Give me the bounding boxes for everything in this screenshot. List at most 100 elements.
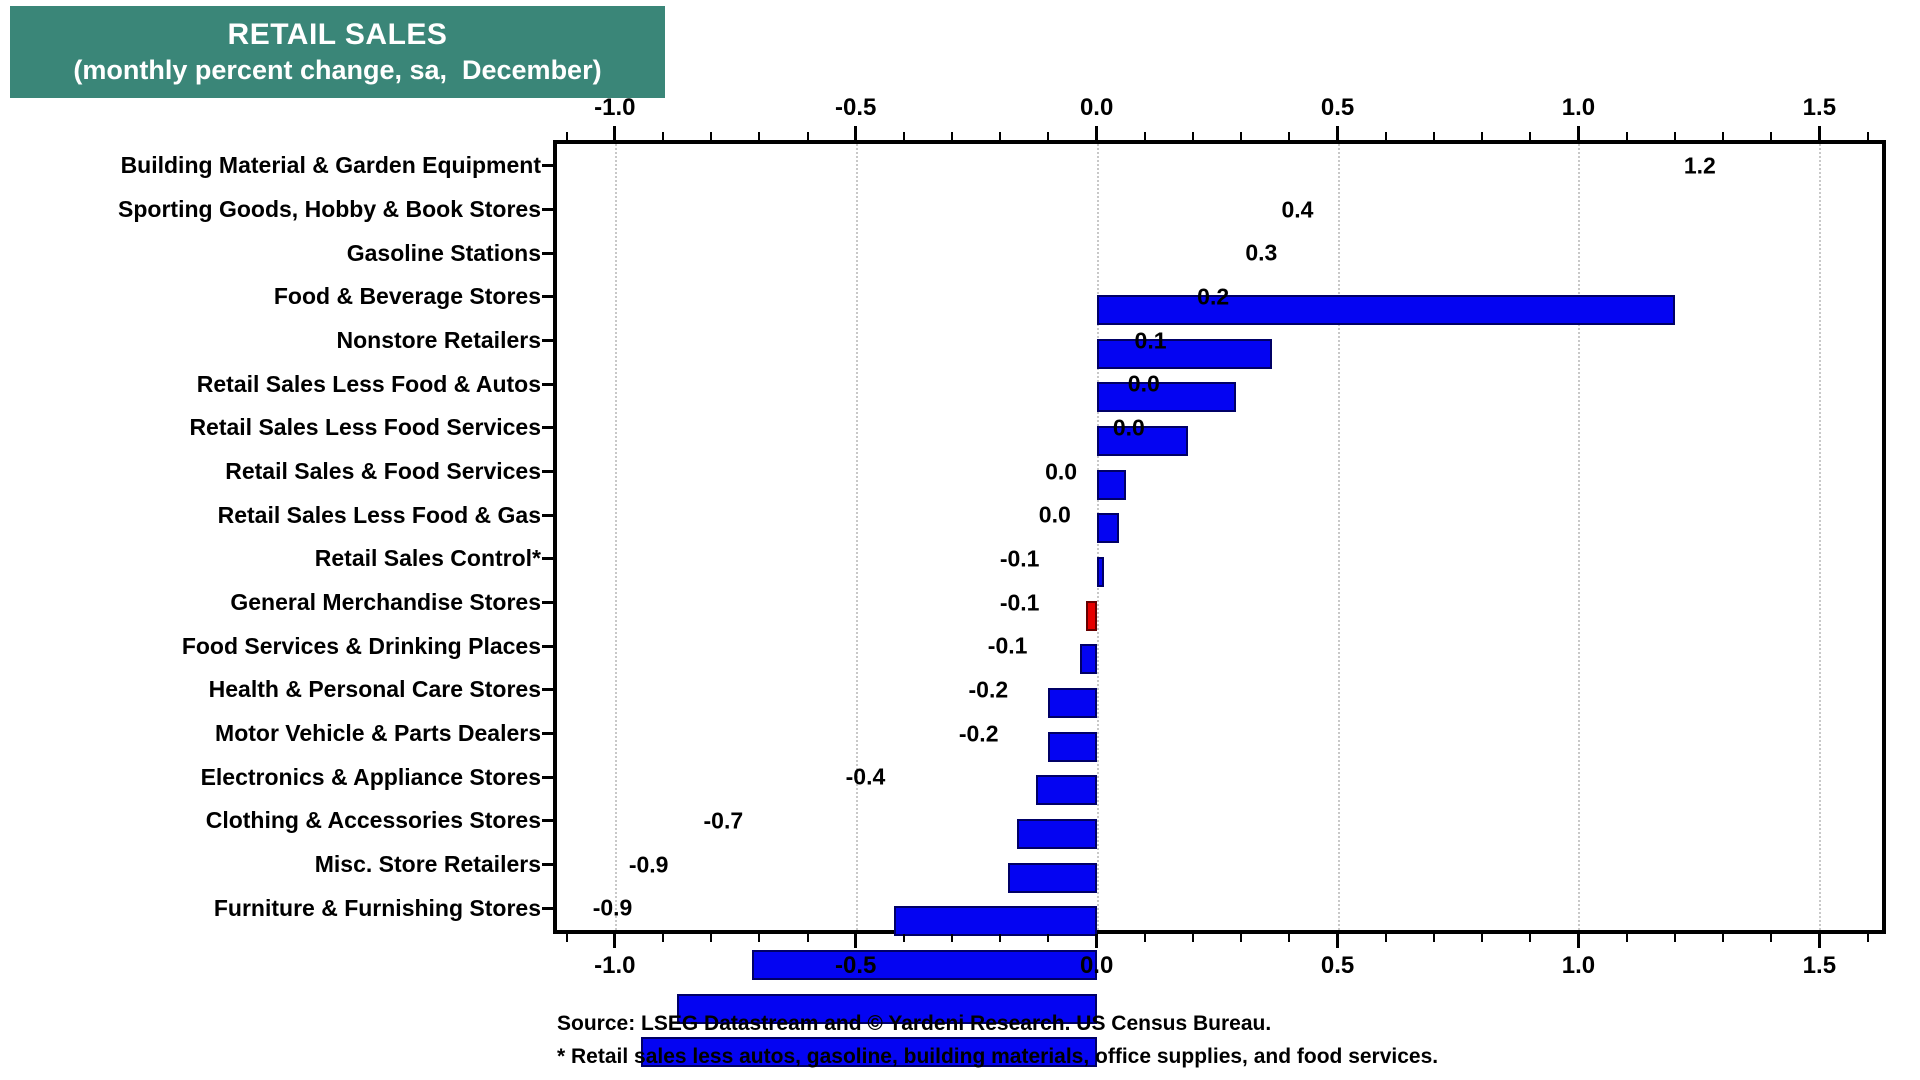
axis-tick-label: -1.0 (594, 94, 636, 121)
axis-minor-tick (806, 934, 809, 942)
category-label: Building Material & Garden Equipment (120, 152, 541, 179)
axis-major-tick (854, 934, 858, 948)
axis-minor-tick (565, 132, 568, 140)
category-tick (542, 426, 553, 430)
axis-minor-tick (1240, 132, 1243, 140)
category-label: Retail Sales Control* (314, 545, 541, 572)
bar (752, 949, 1097, 980)
axis-major-tick (1576, 934, 1580, 948)
category-tick (542, 644, 553, 648)
plot-area: 1.2 0.4 0.3 0.2 0.1 0.0 0.0 0.0 0.0 -0.1 -0.1 -0.1 -… (553, 140, 1886, 1068)
grid-line (614, 144, 617, 930)
axis-minor-tick (999, 934, 1002, 942)
axis-minor-tick (1143, 132, 1146, 140)
value-label: 0.0 (1038, 501, 1071, 528)
axis-major-tick (1095, 126, 1099, 140)
category-label: Retail Sales Less Food & Gas (217, 501, 541, 528)
bar (1096, 382, 1237, 413)
value-label: -0.1 (987, 632, 1028, 659)
value-label: -0.2 (968, 676, 1009, 703)
category-tick (542, 513, 553, 517)
axis-minor-tick (1722, 132, 1724, 140)
axis-minor-tick (710, 132, 713, 140)
axis-minor-tick (662, 934, 664, 942)
category-tick (542, 251, 553, 255)
category-label: Misc. Store Retailers (314, 850, 541, 877)
bar (1096, 425, 1189, 456)
category-label: Nonstore Retailers (336, 326, 541, 353)
chart-title: RETAIL SALES (227, 18, 448, 52)
axis-major-tick (854, 126, 858, 140)
bar (1048, 687, 1097, 718)
bar (1036, 775, 1097, 806)
category-tick (542, 863, 553, 866)
category-label: Gasoline Stations (346, 239, 541, 266)
axis-major-tick (1336, 126, 1340, 140)
category-tick (542, 164, 553, 168)
value-label: 0.0 (1045, 458, 1078, 484)
axis-minor-tick (1673, 934, 1676, 942)
bar (1096, 513, 1119, 544)
axis-minor-tick (1384, 934, 1387, 942)
axis-tick-label: 1.0 (1561, 952, 1596, 979)
axis-minor-tick (1866, 132, 1869, 140)
chart-title-box: RETAIL SALES (monthly percent change, sa… (10, 6, 665, 98)
category-label: General Merchandise Stores (230, 588, 541, 615)
source-line-2: * Retail sales less autos, gasoline, bui… (557, 1044, 1439, 1068)
value-label: -0.1 (999, 589, 1040, 615)
axis-tick-label: 1.0 (1561, 94, 1596, 121)
category-label: Food Services & Drinking Places (181, 632, 541, 659)
axis-major-tick (613, 934, 617, 948)
axis-minor-tick (662, 132, 664, 140)
axis-major-tick (1576, 126, 1580, 140)
value-label: 0.4 (1281, 196, 1314, 222)
axis-minor-tick (1288, 934, 1291, 942)
axis-minor-tick (1143, 934, 1146, 942)
axis-minor-tick (1288, 132, 1291, 140)
value-label: -0.9 (592, 894, 633, 921)
category-label: Health & Personal Care Stores (208, 676, 541, 703)
bar (1096, 469, 1126, 500)
grid-line (1819, 144, 1822, 930)
axis-minor-tick (1866, 934, 1869, 942)
axis-minor-tick (1481, 132, 1484, 140)
axis-minor-tick (1192, 132, 1194, 140)
category-label: Retail Sales Less Food Services (189, 414, 541, 441)
category-tick (542, 688, 553, 692)
axis-minor-tick (1673, 132, 1676, 140)
axis-minor-tick (1047, 132, 1050, 140)
bar (1017, 818, 1097, 849)
category-tick (542, 732, 553, 735)
axis-minor-tick (1770, 934, 1773, 942)
axis-minor-tick (1770, 132, 1773, 140)
bar (677, 993, 1097, 1024)
value-label: 0.0 (1112, 414, 1145, 441)
value-label: -0.2 (958, 720, 999, 746)
axis-minor-tick (710, 934, 713, 942)
category-tick (542, 775, 553, 779)
value-label: -0.1 (999, 545, 1040, 572)
axis-minor-tick (902, 132, 905, 140)
category-label: Clothing & Accessories Stores (205, 807, 541, 834)
category-label: Retail Sales & Food Services (225, 457, 541, 484)
axis-minor-tick (1625, 132, 1628, 140)
grid-line (1337, 144, 1340, 930)
source-line-1: Source: LSEG Datastream and © Yardeni Re… (557, 1012, 1272, 1035)
axis-minor-tick (951, 934, 954, 942)
axis-minor-tick (1722, 934, 1724, 942)
axis-minor-tick (1529, 934, 1532, 942)
value-label: 0.2 (1197, 283, 1230, 310)
axis-tick-label: 1.5 (1802, 952, 1837, 979)
category-tick (542, 208, 553, 211)
category-tick (542, 339, 553, 342)
grid-line (855, 144, 858, 930)
axis-minor-tick (1384, 132, 1387, 140)
bar (641, 1037, 1097, 1068)
bar (1048, 731, 1097, 762)
axis-minor-tick (999, 132, 1002, 140)
bar (1086, 600, 1097, 631)
axis-minor-tick (1240, 934, 1243, 942)
bar (1007, 862, 1097, 893)
bar (1096, 338, 1273, 369)
axis-major-tick (1817, 126, 1821, 140)
